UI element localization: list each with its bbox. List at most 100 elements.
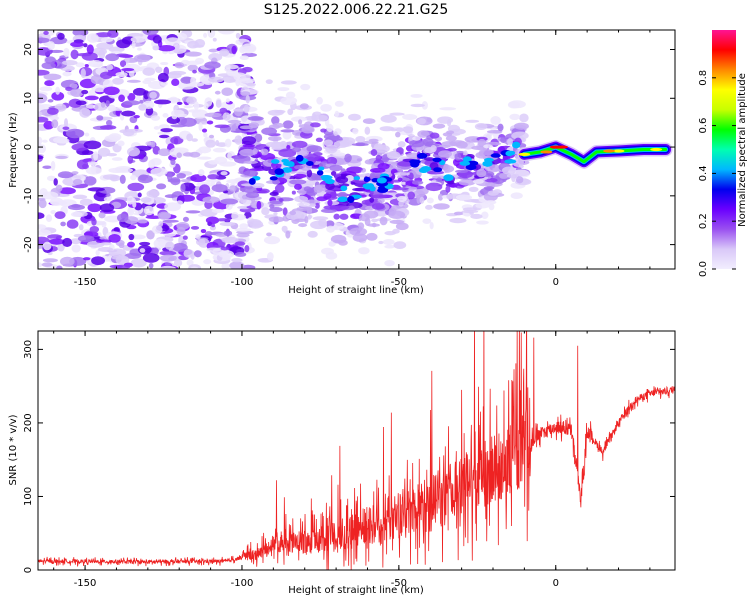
spectrogram-blob — [87, 187, 105, 192]
colorbar: 0.0 0.2 0.4 0.6 0.8 Normalized spectral ampl… — [698, 30, 748, 277]
spectrogram-blob — [105, 53, 120, 62]
spectrogram-blob — [38, 198, 47, 209]
spectrogram-blob — [384, 244, 395, 249]
spectrogram-blob — [368, 138, 379, 143]
spectrogram-blob — [273, 212, 278, 216]
spectrogram-blob — [439, 107, 457, 111]
spectrogram-blob — [455, 169, 468, 174]
spectrogram-blob — [219, 107, 228, 114]
spectrogram-blob — [50, 160, 56, 171]
spectrogram-blob — [277, 87, 290, 92]
spectrogram-blob — [81, 150, 94, 156]
spectrogram-blob — [303, 186, 312, 192]
spectrogram-blob — [325, 220, 335, 228]
spectrogram-blob — [191, 138, 198, 142]
spectrogram-blob — [50, 210, 56, 215]
spectrogram-blob — [465, 119, 480, 123]
spectrogram-blob — [300, 83, 311, 91]
spectrogram-blob — [127, 208, 133, 214]
spectrogram-blob — [379, 126, 395, 132]
spectrogram-xlabel: Height of straight line (km) — [288, 285, 424, 296]
spectrogram-blob — [46, 175, 56, 182]
spectrogram-blob — [352, 128, 359, 135]
spectrogram-blob — [60, 221, 66, 227]
spectrogram-blob — [146, 230, 155, 240]
spectrogram-blob — [99, 242, 112, 246]
spectrogram-blob — [370, 149, 378, 157]
spectrogram-blob — [150, 167, 168, 176]
spectrogram-blob — [269, 191, 279, 197]
spectrogram-blob — [189, 82, 205, 87]
spectrogram-blob — [438, 150, 453, 158]
spectrogram-blob — [70, 41, 84, 48]
spectrogram-blob — [286, 144, 291, 150]
spectrogram-blob — [501, 166, 516, 175]
spectrogram-blob — [144, 77, 156, 82]
spectrogram-blob — [158, 124, 170, 130]
spectrogram-blob — [392, 228, 400, 234]
spectrogram-blob — [183, 105, 194, 109]
spectrogram-blob — [64, 118, 69, 128]
spectrogram-blob — [377, 197, 385, 204]
spectrogram-blob — [115, 71, 128, 78]
spectrogram-blob — [344, 153, 352, 163]
spectrogram-blob — [130, 174, 137, 181]
spectrogram-blob — [294, 195, 309, 203]
spectrogram-blob — [362, 118, 376, 125]
spectrogram-blob — [243, 104, 250, 114]
spectrogram-blob — [42, 241, 52, 251]
spectrogram-blob — [349, 227, 368, 236]
spectrogram-blob — [320, 128, 327, 133]
spectrogram-blob — [306, 145, 323, 153]
spectrogram-blob — [208, 48, 219, 53]
spectrogram-blob — [314, 202, 320, 209]
spectrogram-blob — [271, 116, 280, 125]
spectrogram-blob — [57, 32, 65, 40]
spectrogram-hotspot — [363, 176, 371, 182]
spectrogram-blob — [187, 64, 198, 72]
spectrogram-blob — [160, 61, 169, 66]
spectrogram-ytick-label: -10 — [23, 188, 34, 204]
spectrogram-blob — [115, 53, 130, 58]
spectrogram-blob — [59, 256, 75, 267]
spectrogram-blob — [184, 51, 202, 57]
spectrogram-blob — [88, 60, 103, 68]
spectrogram-blob — [156, 183, 167, 190]
spectrogram-blob — [371, 203, 385, 210]
spectrogram-blob — [155, 66, 163, 73]
spectrogram-blob — [269, 200, 283, 205]
spectrogram-blob — [243, 160, 259, 164]
spectrogram-blob — [261, 127, 278, 136]
spectrogram-blob — [119, 174, 126, 185]
spectrogram-blob — [157, 45, 176, 52]
spectrogram-blob — [54, 211, 66, 219]
spectrogram-blob — [330, 171, 337, 176]
spectrogram-blob — [79, 107, 91, 118]
spectrogram-blob — [254, 133, 263, 143]
spectrogram-blob — [419, 196, 425, 204]
spectrogram-blob — [65, 128, 84, 139]
spectrogram-blob — [38, 116, 49, 123]
spectrogram-blob — [137, 47, 142, 51]
spectrogram-blob — [143, 90, 150, 100]
spectrogram-blob — [38, 155, 44, 160]
spectrogram-hotspot — [287, 161, 295, 168]
spectrogram-hotspot — [433, 167, 443, 173]
spectrogram-blob — [170, 177, 181, 186]
spectrogram-blob — [234, 227, 252, 232]
spectrogram-blob — [142, 253, 160, 263]
spectrogram-blob — [359, 213, 370, 222]
spectrogram-blob — [80, 68, 86, 79]
spectrogram-blob — [121, 110, 136, 117]
spectrogram-blob — [212, 37, 217, 42]
spectrogram-blob — [278, 148, 297, 158]
spectrogram-blob — [313, 184, 323, 193]
spectrogram-blob — [350, 166, 363, 172]
spectrogram-blob — [397, 141, 406, 148]
spectrogram-blob — [207, 30, 216, 38]
spectrogram-blob — [333, 140, 350, 149]
spectrogram-blob — [239, 223, 249, 230]
spectrogram-blob — [83, 140, 102, 150]
spectrogram-blob — [84, 63, 89, 68]
spectrogram-blob — [425, 204, 433, 210]
